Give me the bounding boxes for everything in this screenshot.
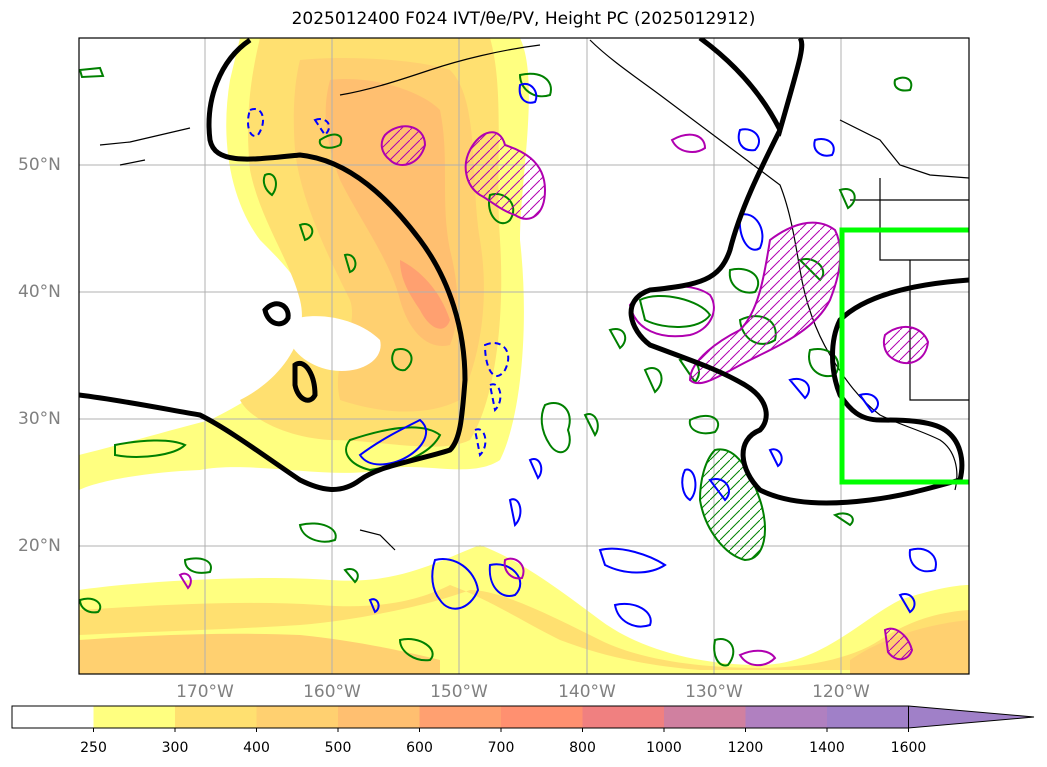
- lat-label-20n: 20°N: [18, 536, 61, 556]
- lon-label-140w: 140°W: [558, 682, 616, 702]
- lat-label-40n: 40°N: [18, 282, 61, 302]
- colorbar-segment: [256, 706, 339, 728]
- colorbar-label: 600: [406, 740, 433, 756]
- map-plot-area: [79, 38, 969, 674]
- colorbar-label: 400: [243, 740, 270, 756]
- colorbar-segment: [338, 706, 420, 728]
- lat-label-30n: 30°N: [18, 409, 61, 429]
- lon-label-170w: 170°W: [176, 682, 234, 702]
- colorbar-segment: [827, 706, 909, 728]
- map-title: 2025012400 F024 IVT/θe/PV, Height PC (20…: [291, 9, 756, 29]
- colorbar-label: 300: [161, 740, 189, 756]
- colorbar-segment: [12, 706, 94, 728]
- colorbar-extend-arrow: [908, 705, 1035, 729]
- lon-label-150w: 150°W: [430, 682, 488, 702]
- colorbar-label: 1000: [646, 740, 682, 756]
- colorbar-label: 700: [487, 740, 515, 756]
- lon-label-160w: 160°W: [303, 682, 361, 702]
- lon-label-120w: 120°W: [812, 682, 870, 702]
- colorbar-label: 1400: [809, 740, 845, 756]
- colorbar-segment: [664, 706, 746, 728]
- pv-contours: [178, 125, 930, 667]
- colorbar-label: 500: [324, 740, 352, 756]
- colorbar-segment: [93, 706, 176, 728]
- colorbar-segment: [175, 706, 257, 728]
- colorbar-segment: [419, 706, 502, 728]
- target-region-box: [839, 227, 969, 485]
- theta-e-negative-contours: [358, 82, 937, 628]
- colorbar-outline: [11, 705, 909, 729]
- lon-label-130w: 130°W: [685, 682, 743, 702]
- colorbar-label: 1600: [890, 740, 927, 756]
- lat-label-50n: 50°N: [18, 155, 61, 175]
- colorbar-segment: [501, 706, 583, 728]
- colorbar-segment: [745, 706, 828, 728]
- colorbar-label: 1200: [727, 740, 764, 756]
- map-border: [78, 37, 970, 675]
- colorbar: [11, 705, 1035, 732]
- colorbar-label: 250: [80, 740, 107, 756]
- theta-e-negative-dashed: [247, 108, 510, 458]
- colorbar-segment: [582, 706, 665, 728]
- colorbar-label: 800: [569, 740, 596, 756]
